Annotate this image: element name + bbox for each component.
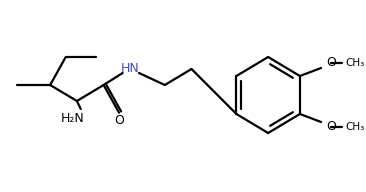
Text: CH₃: CH₃: [345, 122, 365, 132]
Text: HN: HN: [121, 63, 140, 75]
Text: CH₃: CH₃: [345, 58, 365, 68]
Text: O: O: [114, 114, 124, 127]
Text: H₂N: H₂N: [61, 113, 85, 126]
Text: O: O: [326, 56, 336, 70]
Text: O: O: [326, 121, 336, 133]
